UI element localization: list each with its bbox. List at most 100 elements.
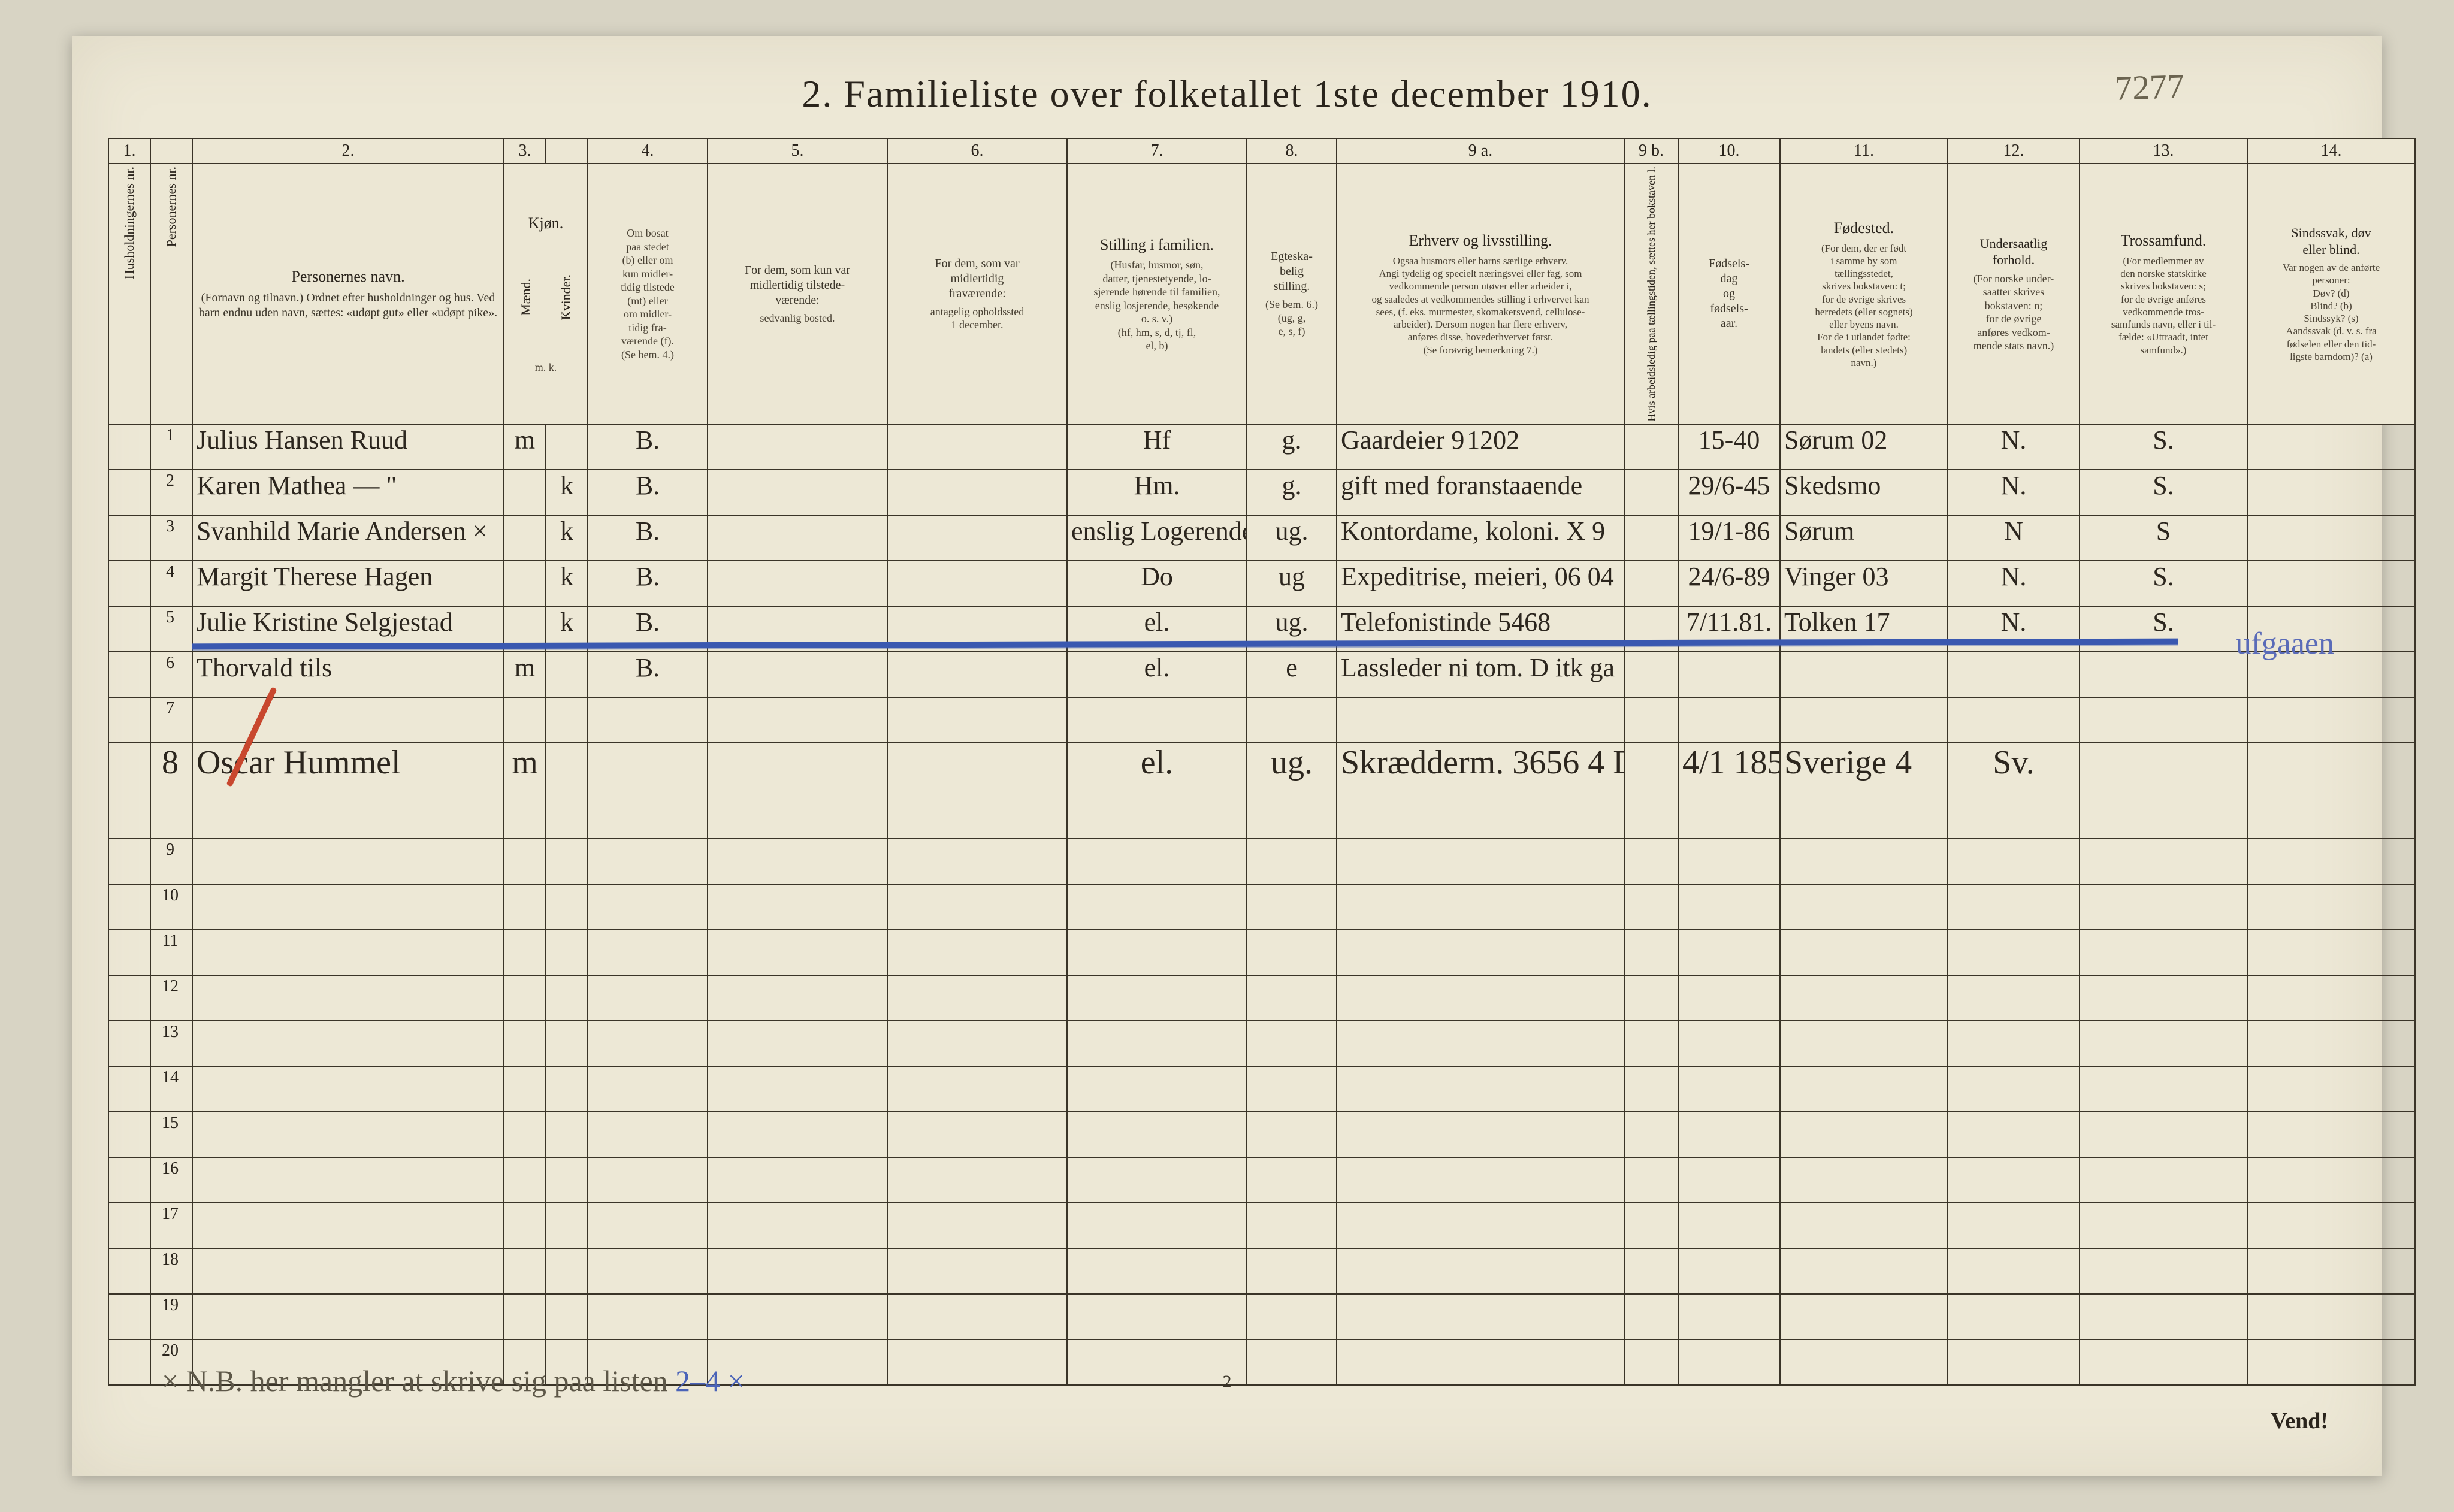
- cell: [708, 839, 887, 884]
- cell: [108, 470, 150, 515]
- cell: [1337, 1157, 1624, 1203]
- cell: [2080, 884, 2247, 930]
- hdr-c6s: antagelig opholdssted 1 december.: [891, 305, 1063, 332]
- cell: [2247, 1203, 2415, 1248]
- cell: [546, 1112, 588, 1157]
- cell: [546, 424, 588, 470]
- cell: Vinger 03: [1780, 561, 1948, 606]
- cell: [504, 1248, 546, 1294]
- cell: [2080, 1157, 2247, 1203]
- cell: [887, 975, 1067, 1021]
- table-row: 12: [108, 975, 2415, 1021]
- table-row: 17: [108, 1203, 2415, 1248]
- cell: [1337, 697, 1624, 743]
- cell: [1624, 470, 1678, 515]
- cell: [108, 1203, 150, 1248]
- cell: ug: [1247, 561, 1337, 606]
- cell: [1247, 884, 1337, 930]
- cell: [1624, 1248, 1678, 1294]
- cell: [887, 1248, 1067, 1294]
- colnum-6: 5.: [708, 138, 887, 164]
- cell: [1624, 884, 1678, 930]
- cell: ug.: [1247, 743, 1337, 839]
- cell: [504, 470, 546, 515]
- hdr-c3-m: Mænd.: [518, 279, 534, 316]
- cell: [887, 470, 1067, 515]
- hdr-midl-tilstede: For dem, som kun var midlertidig tilsted…: [708, 164, 887, 424]
- cell: [546, 1203, 588, 1248]
- cell: [708, 424, 887, 470]
- cell: [1337, 1112, 1624, 1157]
- cell: [546, 1294, 588, 1339]
- cell: [1067, 697, 1247, 743]
- colnum-5: 4.: [588, 138, 708, 164]
- cell: 4: [150, 561, 192, 606]
- cell: 5: [150, 606, 192, 652]
- cell: [546, 884, 588, 930]
- cell: [1678, 1203, 1780, 1248]
- cell: Karen Mathea — ": [192, 470, 504, 515]
- cell: [108, 561, 150, 606]
- table-row: 6Thorvald tilsmB.el.eLassleder ni tom. D…: [108, 652, 2415, 697]
- table-row: 1Julius Hansen RuudmB.Hfg.Gaardeier 9 12…: [108, 424, 2415, 470]
- cell: [1948, 1339, 2080, 1385]
- cell: [887, 884, 1067, 930]
- cell: [2247, 1066, 2415, 1112]
- cell: [2247, 839, 2415, 884]
- cell: B.: [588, 561, 708, 606]
- colnum-16: 14.: [2247, 138, 2415, 164]
- cell: 6: [150, 652, 192, 697]
- cell: enslig Logerende: [1067, 515, 1247, 561]
- column-number-row: 1.2.3.4.5.6.7.8.9 a.9 b.10.11.12.13.14.: [108, 138, 2415, 164]
- hdr-erhverv: Erhverv og livsstilling.Ogsaa husmors el…: [1337, 164, 1624, 424]
- cell: [1624, 1157, 1678, 1203]
- cell: S.: [2080, 561, 2247, 606]
- hdr-c3-k: Kvinder.: [558, 274, 575, 320]
- cell: [192, 1294, 504, 1339]
- cell: [108, 743, 150, 839]
- cell: [708, 1294, 887, 1339]
- cell: [2247, 424, 2415, 470]
- cell: [588, 1112, 708, 1157]
- cell: 17: [150, 1203, 192, 1248]
- cell: [1624, 1294, 1678, 1339]
- cell: [1678, 975, 1780, 1021]
- hdr-c13t: Trossamfund.: [2084, 231, 2243, 251]
- cell: [2080, 1203, 2247, 1248]
- cell: [1780, 1339, 1948, 1385]
- cell: Thorvald tils: [192, 652, 504, 697]
- cell: [1678, 1112, 1780, 1157]
- hdr-c13s: (For medlemmer av den norske statskirke …: [2084, 255, 2243, 356]
- cell: [2080, 930, 2247, 975]
- cell: [2247, 1248, 2415, 1294]
- cell: [2080, 1294, 2247, 1339]
- cell: [1337, 1066, 1624, 1112]
- cell: [1780, 1203, 1948, 1248]
- cell: [1247, 1294, 1337, 1339]
- cell: [887, 1203, 1067, 1248]
- cell: 9: [150, 839, 192, 884]
- cell: [1780, 975, 1948, 1021]
- cell: [192, 1203, 504, 1248]
- cell: S: [2080, 515, 2247, 561]
- cell: N.: [1948, 606, 2080, 652]
- cell: [2247, 1157, 2415, 1203]
- cell: el.: [1067, 743, 1247, 839]
- cell: [1780, 1066, 1948, 1112]
- cell: [887, 1112, 1067, 1157]
- cell: Svanhild Marie Andersen ×: [192, 515, 504, 561]
- table-row: 10: [108, 884, 2415, 930]
- cell: [1780, 884, 1948, 930]
- blue-margin-note: ufgaaen: [2235, 626, 2334, 661]
- hdr-undersaat: Undersaatlig forhold.(For norske under- …: [1948, 164, 2080, 424]
- cell: [546, 1021, 588, 1066]
- cell: [1624, 697, 1678, 743]
- colnum-12: 10.: [1678, 138, 1780, 164]
- cell: [1247, 1248, 1337, 1294]
- cell: [1247, 1203, 1337, 1248]
- cell: [1067, 884, 1247, 930]
- table-body: 1Julius Hansen RuudmB.Hfg.Gaardeier 9 12…: [108, 424, 2415, 1385]
- cell: [708, 743, 887, 839]
- cell: [887, 1294, 1067, 1339]
- cell: [1948, 1112, 2080, 1157]
